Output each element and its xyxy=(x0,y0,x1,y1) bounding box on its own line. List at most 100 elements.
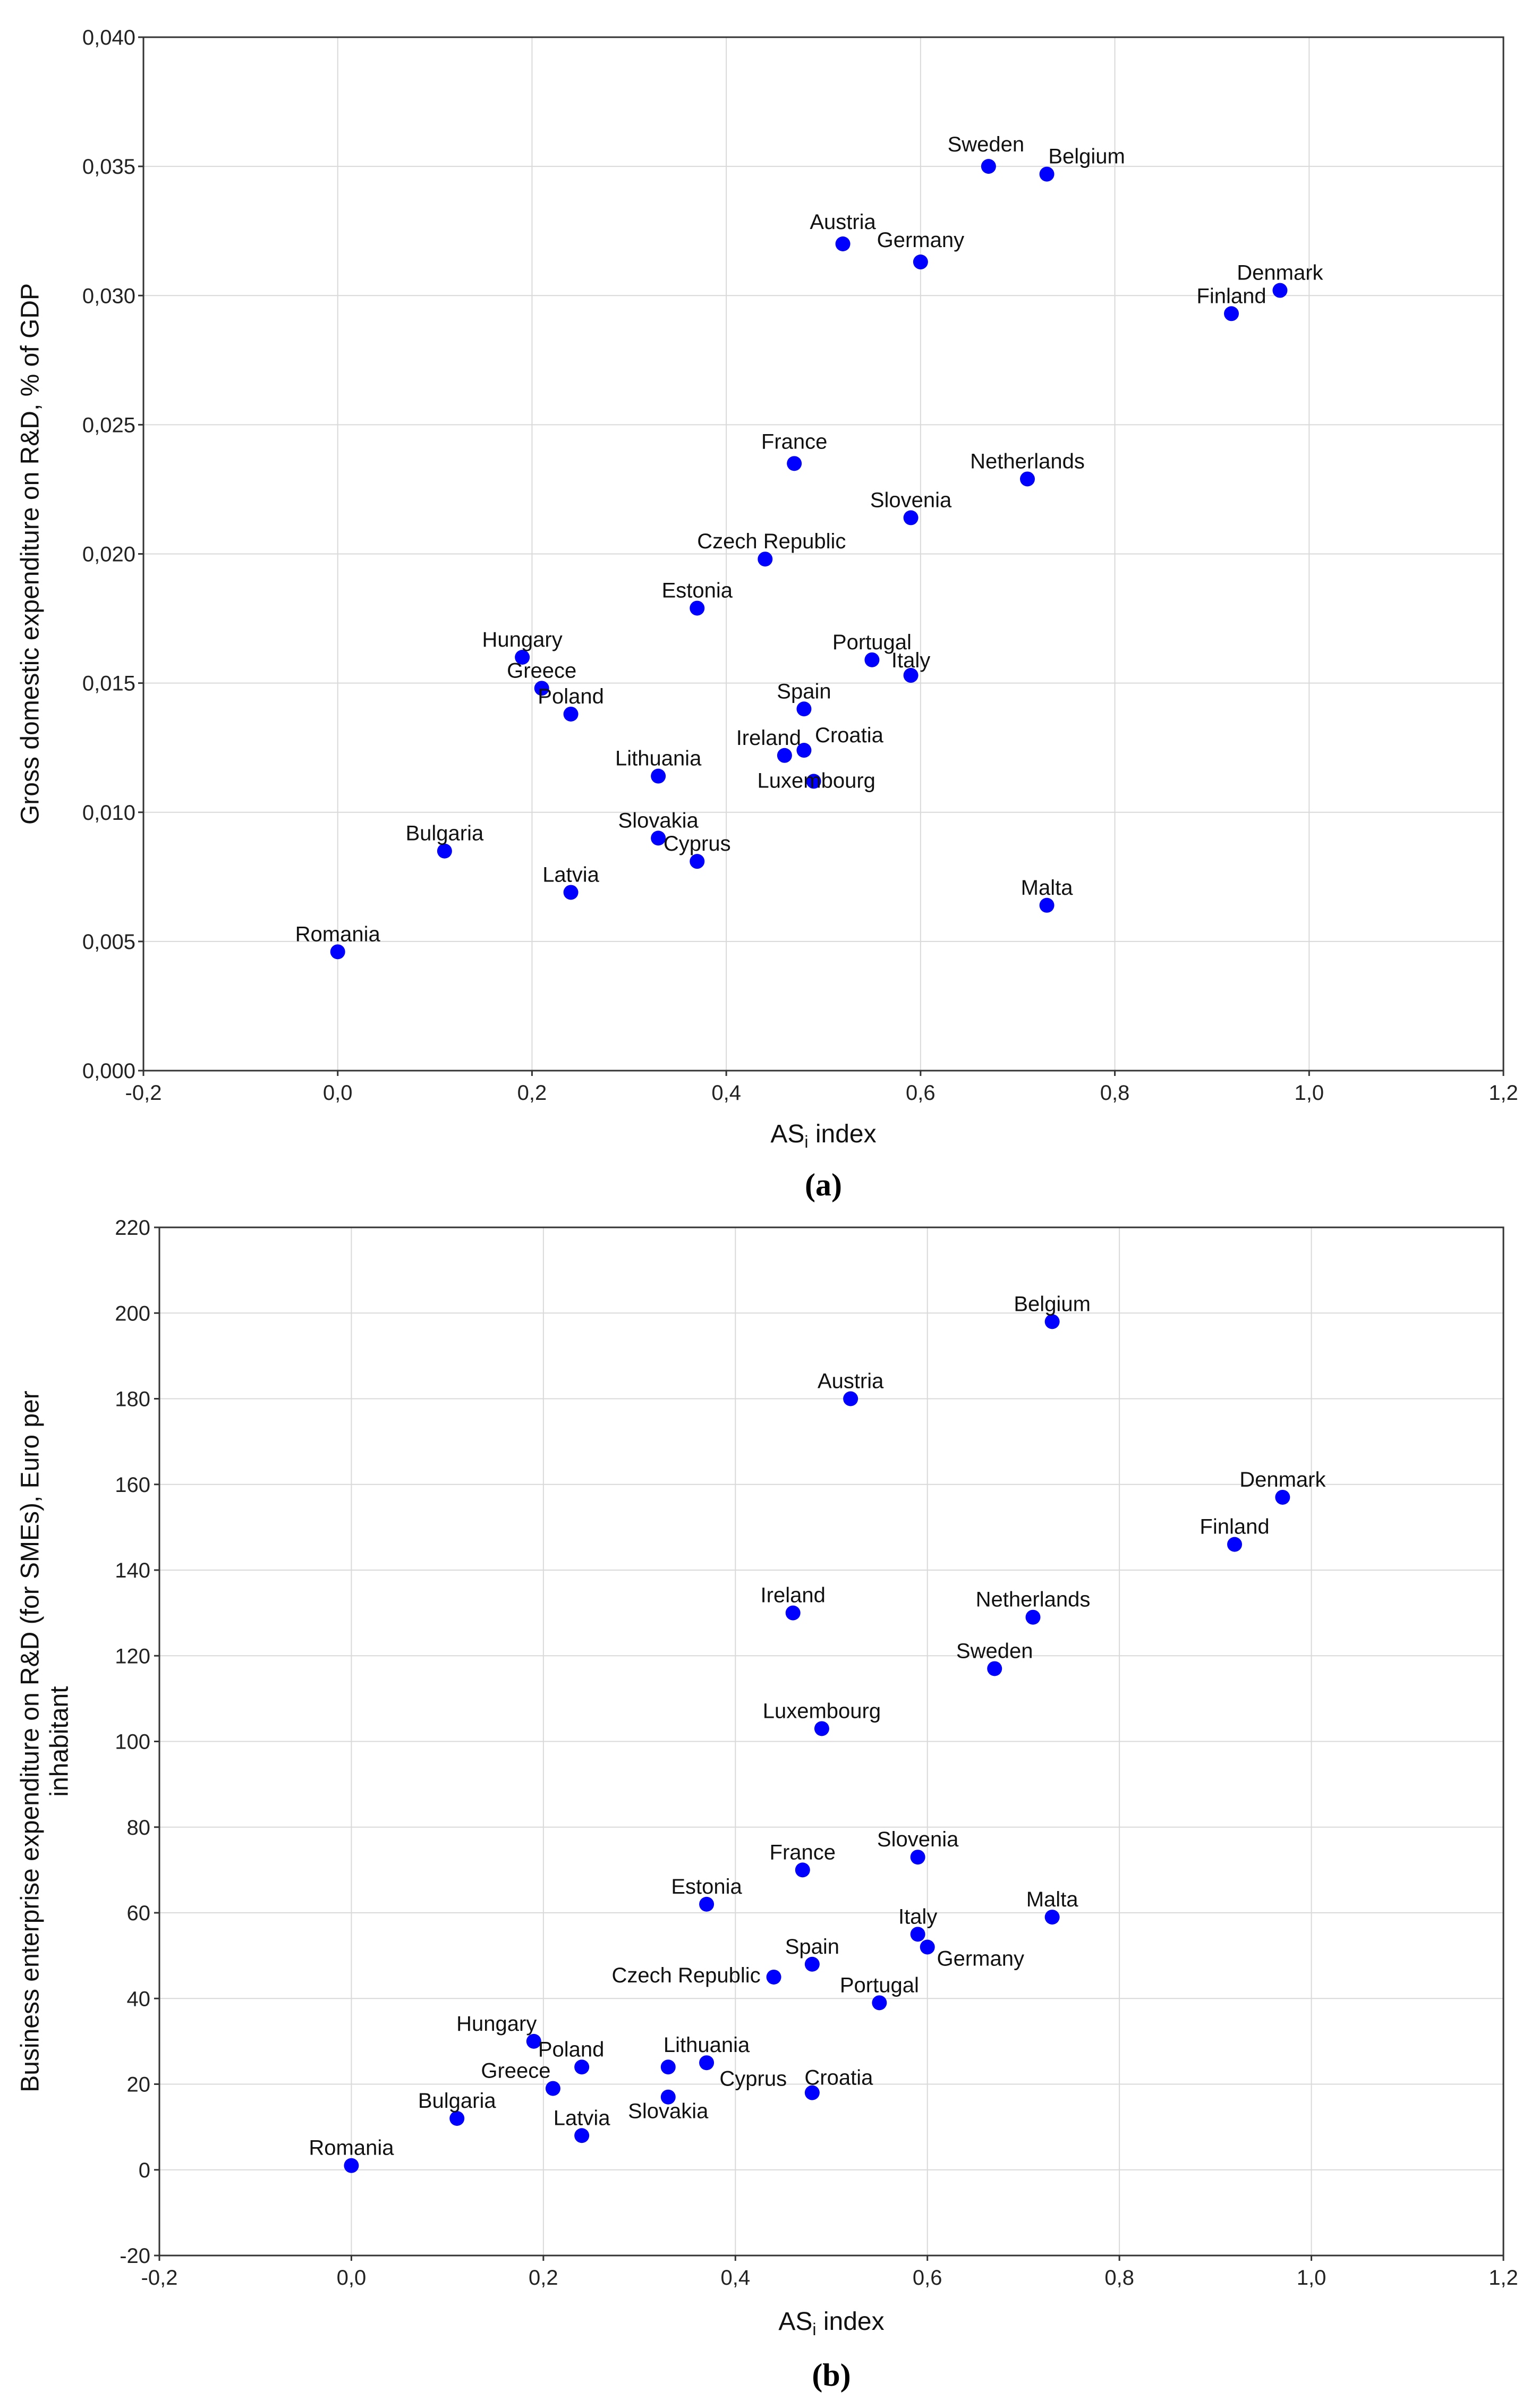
panel-a-point-ireland xyxy=(777,748,792,763)
panel-b-point-portugal xyxy=(872,1995,887,2011)
panel-b-point-label: Slovenia xyxy=(877,1828,959,1851)
panel-a-point-belgium xyxy=(1039,166,1055,182)
panel-a-y-tick-label: 0,020 xyxy=(82,543,135,566)
panel-a-point-france xyxy=(787,456,802,471)
panel-b-point-cyprus xyxy=(660,2059,676,2075)
panel-a-x-ticks: -0,2 0,0 0,2 0,4 0,6 0,8 1,0 1,2 xyxy=(125,1071,1518,1105)
panel-a-y-tick-label: 0,035 xyxy=(82,155,135,179)
panel-b-x-axis-label: ASi index xyxy=(778,2308,884,2339)
panel-b-point-label: Ireland xyxy=(761,1584,826,1607)
panel-b-point-bulgaria xyxy=(449,2111,465,2126)
panel-b-point-label: Netherlands xyxy=(976,1588,1091,1612)
panel-b-point-denmark xyxy=(1275,1489,1290,1505)
panel-b-y-tick-label: 40 xyxy=(127,1987,151,2011)
panel-a-y-tick-label: 0,025 xyxy=(82,413,135,437)
panel-a-point-label: Finland xyxy=(1196,284,1266,308)
panel-a-point-label: Estonia xyxy=(662,579,733,603)
panel-b-point-label: Lithuania xyxy=(664,2033,750,2057)
panel-a-point-malta xyxy=(1039,897,1055,913)
panel-a-x-tick-label: 1,0 xyxy=(1294,1081,1324,1105)
panel-a-y-tick-label: 0,030 xyxy=(82,284,135,308)
panel-b-x-tick-label: -0,2 xyxy=(141,2266,178,2290)
panel-a-point-label: Lithuania xyxy=(615,747,702,770)
panel-a-x-tick-label: 0,2 xyxy=(517,1081,547,1105)
panel-b-point-label: Croatia xyxy=(804,2066,873,2090)
panel-b-x-tick-label: 0,2 xyxy=(529,2266,558,2290)
panel-a-point-label: Slovenia xyxy=(870,488,952,512)
panel-a-point-netherlands xyxy=(1020,471,1035,487)
panel-b-point-poland xyxy=(574,2059,590,2075)
panel-b-y-tick-label: 20 xyxy=(127,2073,151,2097)
panel-a-point-estonia xyxy=(690,600,705,616)
panel-b-y-axis-label-line2: inhabitant xyxy=(46,1686,74,1796)
panel-b-point-label: Sweden xyxy=(956,1639,1033,1663)
panel-b-x-tick-label: 1,0 xyxy=(1297,2266,1327,2290)
panel-b-point-label: Cyprus xyxy=(719,2067,787,2090)
panel-b-point-label: Austria xyxy=(818,1370,884,1393)
panel-b-point-latvia xyxy=(574,2128,590,2143)
panel-a-point-label: Germany xyxy=(877,228,965,252)
panel-b-y-tick-label: 60 xyxy=(127,1902,151,1925)
panel-b-point-lithuania xyxy=(699,2055,715,2071)
panel-a-x-tick-label: 0,4 xyxy=(711,1081,741,1105)
panel-b-x-tick-label: 0,6 xyxy=(913,2266,942,2290)
panel-b-point-estonia xyxy=(699,1896,715,1912)
panel-a-point-label: Italy xyxy=(891,649,930,672)
panel-b-point-spain xyxy=(804,1956,820,1972)
panel-a-point-label: Latvia xyxy=(542,863,599,886)
panel-a-point-label: Poland xyxy=(538,685,604,708)
panel-a-point-label: Denmark xyxy=(1237,261,1323,285)
panel-a-point-label: Hungary xyxy=(482,628,563,651)
panel-b-point-finland xyxy=(1227,1537,1242,1552)
panel-b-x-tick-label: 1,2 xyxy=(1489,2266,1518,2290)
panel-a-point-latvia xyxy=(563,885,579,900)
panel-b-point-label: Bulgaria xyxy=(418,2089,497,2113)
panel-b-caption: (b) xyxy=(812,2358,851,2393)
panel-b-y-tick-label: 220 xyxy=(115,1216,150,1240)
panel-a-point-slovakia xyxy=(651,830,666,846)
panel-a-point-label: Romania xyxy=(295,922,381,946)
panel-b-point-greece xyxy=(545,2081,560,2096)
panel-a-point-label: Sweden xyxy=(948,133,1025,156)
panel-a-point-denmark xyxy=(1272,283,1288,298)
panel-a-point-poland xyxy=(563,706,579,722)
panel-b-x-tick-label: 0,8 xyxy=(1104,2266,1134,2290)
panel-b-point-label: Italy xyxy=(898,1905,937,1928)
panel-a-y-tick-label: 0,000 xyxy=(82,1059,135,1083)
panel-b-y-tick-label: 0 xyxy=(139,2159,150,2182)
panel-b-point-malta xyxy=(1044,1910,1060,1925)
panel-b-point-label: Greece xyxy=(481,2059,550,2083)
panel-b-point-label: Spain xyxy=(785,1935,839,1958)
panel-b-chart: -0,2 0,0 0,2 0,4 0,6 0,8 1,0 1,2 -20 0 20 40 60 80 10… xyxy=(16,1216,1518,2393)
panel-a-point-lithuania xyxy=(651,768,666,784)
panel-a-point-label: Slovakia xyxy=(618,809,699,832)
panel-a-point-label: Belgium xyxy=(1048,145,1125,168)
panel-a-point-label: Greece xyxy=(507,659,576,682)
panel-b-y-ticks: -20 0 20 40 60 80 100 120 140 160 180 200 220 xyxy=(115,1216,159,2268)
panel-a-point-label: Luxembourg xyxy=(758,769,875,792)
panel-a-point-greece xyxy=(534,681,549,696)
panel-b-point-germany xyxy=(920,1939,935,1955)
panel-b-x-tick-label: 0,0 xyxy=(337,2266,367,2290)
panel-a-y-tick-label: 0,005 xyxy=(82,930,135,954)
panel-a-point-czech-republic xyxy=(758,552,773,567)
panel-a-point-label: Czech Republic xyxy=(697,530,846,553)
panel-b-point-sweden xyxy=(987,1661,1002,1676)
panel-a-point-cyprus xyxy=(690,854,705,869)
panel-a-point-label: Croatia xyxy=(815,724,884,747)
panel-b-point-croatia xyxy=(804,2085,820,2100)
panel-a-x-tick-label: 1,2 xyxy=(1489,1081,1518,1105)
panel-a-point-label: Portugal xyxy=(832,631,912,654)
panel-a-point-label: Malta xyxy=(1021,876,1074,900)
panel-a-x-tick-label: 0,0 xyxy=(323,1081,353,1105)
panel-a-point-label: France xyxy=(761,430,828,453)
panel-b-point-label: Finland xyxy=(1200,1515,1269,1539)
panel-b-point-ireland xyxy=(785,1605,801,1621)
panel-a-y-tick-label: 0,015 xyxy=(82,672,135,696)
panel-b-y-tick-label: 80 xyxy=(127,1816,151,1839)
panel-b-point-label: Hungary xyxy=(456,2012,537,2036)
panel-b-points: Belgium Austria Denmark Finland Ireland Nethe… xyxy=(309,1292,1326,2173)
panel-b-y-tick-label: 100 xyxy=(115,1731,150,1754)
